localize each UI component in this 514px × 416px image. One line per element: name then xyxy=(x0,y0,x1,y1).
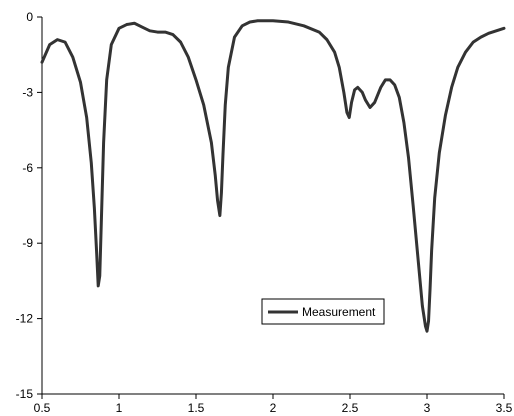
y-tick-label: 0 xyxy=(26,10,33,24)
x-tick-label: 3.5 xyxy=(496,401,513,415)
x-tick-label: 0.5 xyxy=(34,401,51,415)
y-tick-label: -15 xyxy=(16,387,34,401)
y-tick-label: -12 xyxy=(16,312,34,326)
y-tick-label: -9 xyxy=(22,236,33,250)
legend: Measurement xyxy=(262,299,384,324)
x-tick-label: 2 xyxy=(270,401,277,415)
x-tick-label: 1 xyxy=(116,401,123,415)
series-line-measurement xyxy=(42,21,504,331)
series-lines xyxy=(42,21,504,331)
y-tick-label: -3 xyxy=(22,85,33,99)
x-tick-label: 2.5 xyxy=(342,401,359,415)
ticks: 0.5 1 1.5 2 2.5 3 3.5 0 -3 -6 -9 -12 -15 xyxy=(16,10,513,415)
legend-label-measurement: Measurement xyxy=(302,305,376,319)
x-tick-label: 1.5 xyxy=(188,401,205,415)
y-tick-label: -6 xyxy=(22,161,33,175)
x-tick-label: 3 xyxy=(424,401,431,415)
